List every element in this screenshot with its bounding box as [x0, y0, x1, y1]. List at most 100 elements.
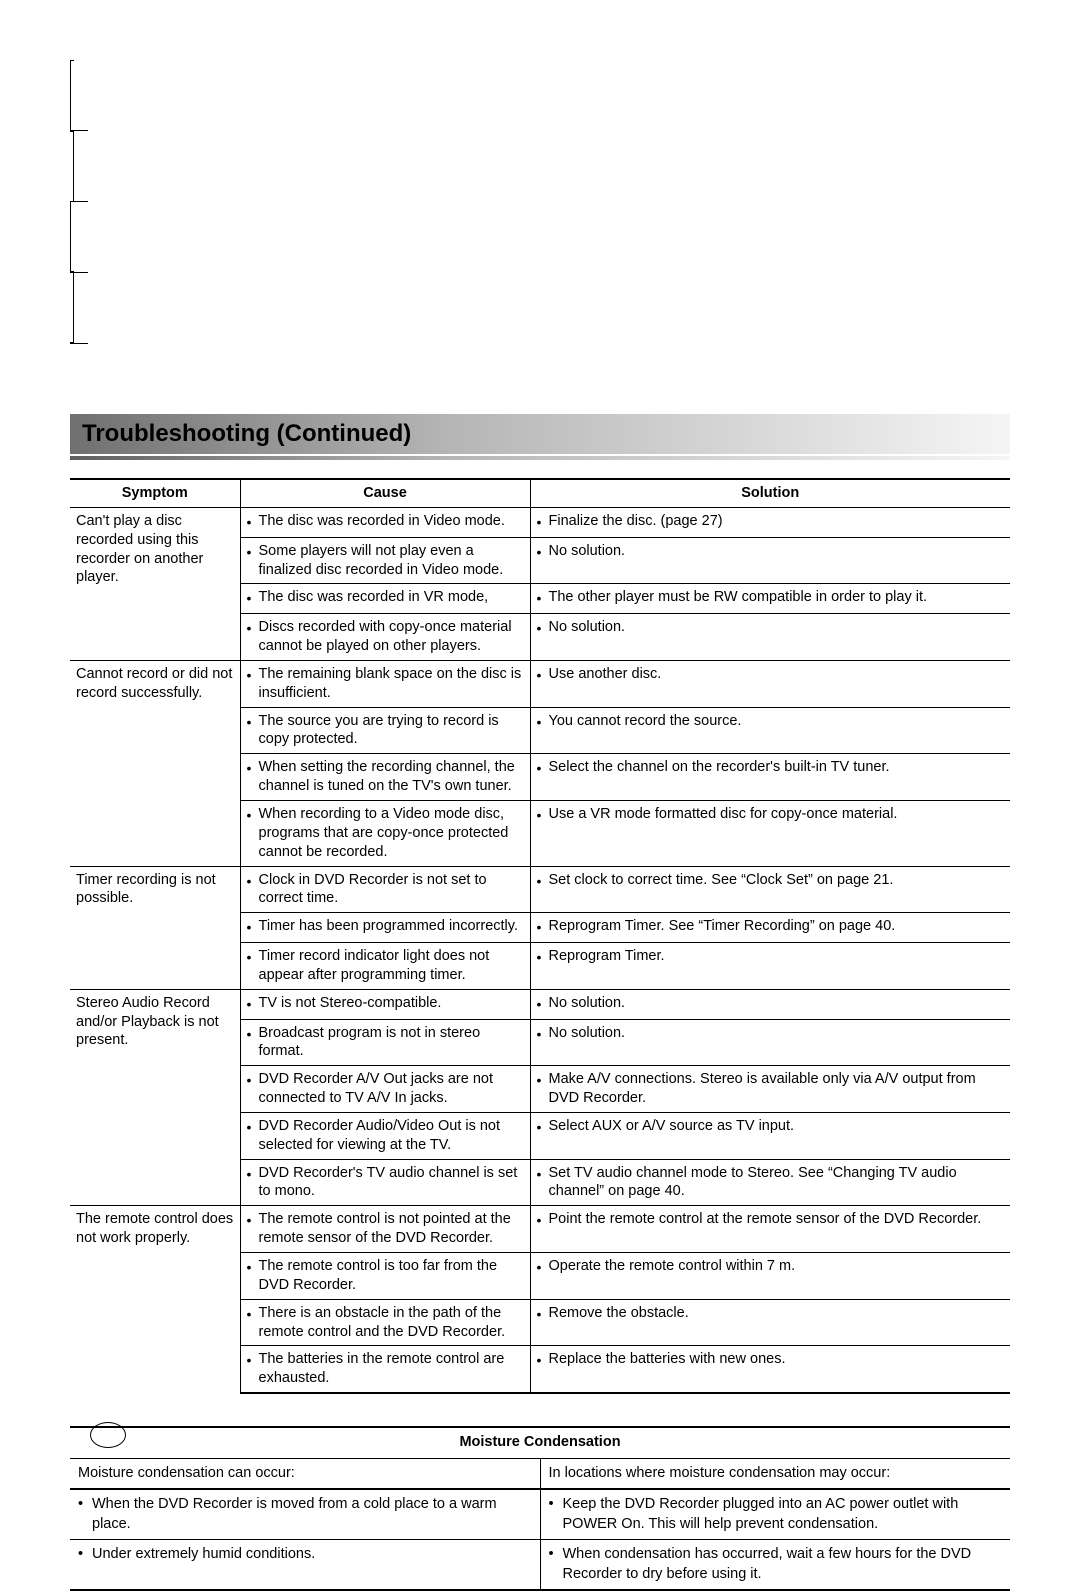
crop-mark — [70, 202, 74, 272]
bullet-icon — [247, 947, 259, 985]
table-row: Cannot record or did not record successf… — [70, 660, 1010, 707]
table-row: The remote control does not work properl… — [70, 1206, 1010, 1253]
bullet-icon — [537, 1117, 549, 1138]
cause-text: TV is not Stereo-compatible. — [259, 994, 524, 1015]
solution-text: Select the channel on the recorder's bui… — [549, 758, 1005, 779]
symptom-cell: Timer recording is not possible. — [70, 866, 240, 989]
table-header-row: Symptom Cause Solution — [70, 479, 1010, 507]
cause-cell: Timer has been programmed incorrectly. — [240, 913, 530, 943]
bullet-icon — [537, 1304, 549, 1325]
bullet-icon — [549, 1495, 563, 1534]
moisture-left-text: When the DVD Recorder is moved from a co… — [92, 1495, 532, 1534]
solution-cell: No solution. — [530, 1019, 1010, 1066]
cause-text: Discs recorded with copy-once material c… — [259, 618, 524, 656]
bullet-icon — [537, 512, 549, 533]
section-title-underline — [70, 456, 1010, 460]
solution-cell: Select AUX or A/V source as TV input. — [530, 1112, 1010, 1159]
header-cause: Cause — [240, 479, 530, 507]
cause-text: The remaining blank space on the disc is… — [259, 665, 524, 703]
cause-text: Broadcast program is not in stereo forma… — [259, 1024, 524, 1062]
cause-text: There is an obstacle in the path of the … — [259, 1304, 524, 1342]
cause-text: DVD Recorder Audio/Video Out is not sele… — [259, 1117, 524, 1155]
crop-mark — [70, 273, 74, 343]
solution-cell: You cannot record the source. — [530, 707, 1010, 754]
bullet-icon — [247, 1257, 259, 1295]
bullet-icon — [247, 1210, 259, 1248]
moisture-right-text: When condensation has occurred, wait a f… — [563, 1545, 1003, 1584]
solution-cell: Set TV audio channel mode to Stereo. See… — [530, 1159, 1010, 1206]
solution-cell: Select the channel on the recorder's bui… — [530, 754, 1010, 801]
symptom-cell: Can't play a disc recorded using this re… — [70, 507, 240, 660]
bullet-icon — [537, 1210, 549, 1231]
header-solution: Solution — [530, 479, 1010, 507]
bullet-icon — [247, 1070, 259, 1108]
solution-text: The other player must be RW compatible i… — [549, 588, 1005, 609]
table-row: Timer recording is not possible.Clock in… — [70, 866, 1010, 913]
solution-cell: The other player must be RW compatible i… — [530, 584, 1010, 614]
cause-cell: Some players will not play even a finali… — [240, 537, 530, 584]
bullet-icon — [537, 871, 549, 892]
bullet-icon — [537, 618, 549, 639]
crop-mark — [70, 131, 74, 201]
bullet-icon — [247, 712, 259, 750]
cause-text: Timer record indicator light does not ap… — [259, 947, 524, 985]
solution-text: Make A/V connections. Stereo is availabl… — [549, 1070, 1005, 1108]
solution-text: You cannot record the source. — [549, 712, 1005, 733]
bullet-icon — [247, 994, 259, 1015]
bullet-icon — [247, 512, 259, 533]
cause-cell: DVD Recorder A/V Out jacks are not conne… — [240, 1066, 530, 1113]
moisture-right-text: Keep the DVD Recorder plugged into an AC… — [563, 1495, 1003, 1534]
bullet-icon — [247, 1024, 259, 1062]
solution-text: Point the remote control at the remote s… — [549, 1210, 1005, 1231]
solution-text: Finalize the disc. (page 27) — [549, 512, 1005, 533]
section-title: Troubleshooting (Continued) — [82, 420, 998, 448]
moisture-left-cell: Under extremely humid conditions. — [70, 1540, 540, 1591]
solution-text: Set TV audio channel mode to Stereo. See… — [549, 1164, 1005, 1202]
bullet-icon — [247, 1164, 259, 1202]
bullet-icon — [537, 805, 549, 826]
solution-cell: Use a VR mode formatted disc for copy-on… — [530, 800, 1010, 866]
moisture-left-text: Under extremely humid conditions. — [92, 1545, 532, 1565]
solution-text: Use a VR mode formatted disc for copy-on… — [549, 805, 1005, 826]
cause-text: Timer has been programmed incorrectly. — [259, 917, 524, 938]
bullet-icon — [247, 758, 259, 796]
cause-cell: The source you are trying to record is c… — [240, 707, 530, 754]
bullet-icon — [537, 994, 549, 1015]
bullet-icon — [537, 542, 549, 563]
bullet-icon — [247, 917, 259, 938]
cause-cell: When recording to a Video mode disc, pro… — [240, 800, 530, 866]
bullet-icon — [247, 871, 259, 909]
moisture-row: Under extremely humid conditions. When co… — [70, 1540, 1010, 1591]
bullet-icon — [537, 1350, 549, 1371]
cause-text: When setting the recording channel, the … — [259, 758, 524, 796]
bullet-icon — [537, 1164, 549, 1202]
cause-cell: TV is not Stereo-compatible. — [240, 989, 530, 1019]
bullet-icon — [537, 712, 549, 733]
solution-text: Reprogram Timer. See “Timer Recording” o… — [549, 917, 1005, 938]
cause-text: The source you are trying to record is c… — [259, 712, 524, 750]
bullet-icon — [247, 588, 259, 609]
bullet-icon — [537, 1070, 549, 1108]
cause-cell: Broadcast program is not in stereo forma… — [240, 1019, 530, 1066]
symptom-cell: Cannot record or did not record successf… — [70, 660, 240, 866]
manual-page: Troubleshooting (Continued) Symptom Caus… — [0, 0, 1080, 1528]
cause-cell: DVD Recorder's TV audio channel is set t… — [240, 1159, 530, 1206]
cause-cell: Discs recorded with copy-once material c… — [240, 614, 530, 661]
solution-cell: Replace the batteries with new ones. — [530, 1346, 1010, 1393]
cause-text: Some players will not play even a finali… — [259, 542, 524, 580]
cause-cell: The remote control is too far from the D… — [240, 1253, 530, 1300]
solution-text: Replace the batteries with new ones. — [549, 1350, 1005, 1371]
cause-cell: Clock in DVD Recorder is not set to corr… — [240, 866, 530, 913]
solution-text: Remove the obstacle. — [549, 1304, 1005, 1325]
moisture-intro-row: Moisture condensation can occur: In loca… — [70, 1458, 1010, 1489]
cause-text: The disc was recorded in VR mode, — [259, 588, 524, 609]
troubleshooting-table: Symptom Cause Solution Can't play a disc… — [70, 478, 1010, 1394]
solution-cell: No solution. — [530, 614, 1010, 661]
cause-text: The remote control is not pointed at the… — [259, 1210, 524, 1248]
moisture-left-intro: Moisture condensation can occur: — [70, 1458, 540, 1489]
moisture-header-row: Moisture Condensation — [70, 1427, 1010, 1458]
moisture-row: When the DVD Recorder is moved from a co… — [70, 1489, 1010, 1540]
cause-cell: There is an obstacle in the path of the … — [240, 1299, 530, 1346]
cause-cell: The remote control is not pointed at the… — [240, 1206, 530, 1253]
solution-cell: Remove the obstacle. — [530, 1299, 1010, 1346]
